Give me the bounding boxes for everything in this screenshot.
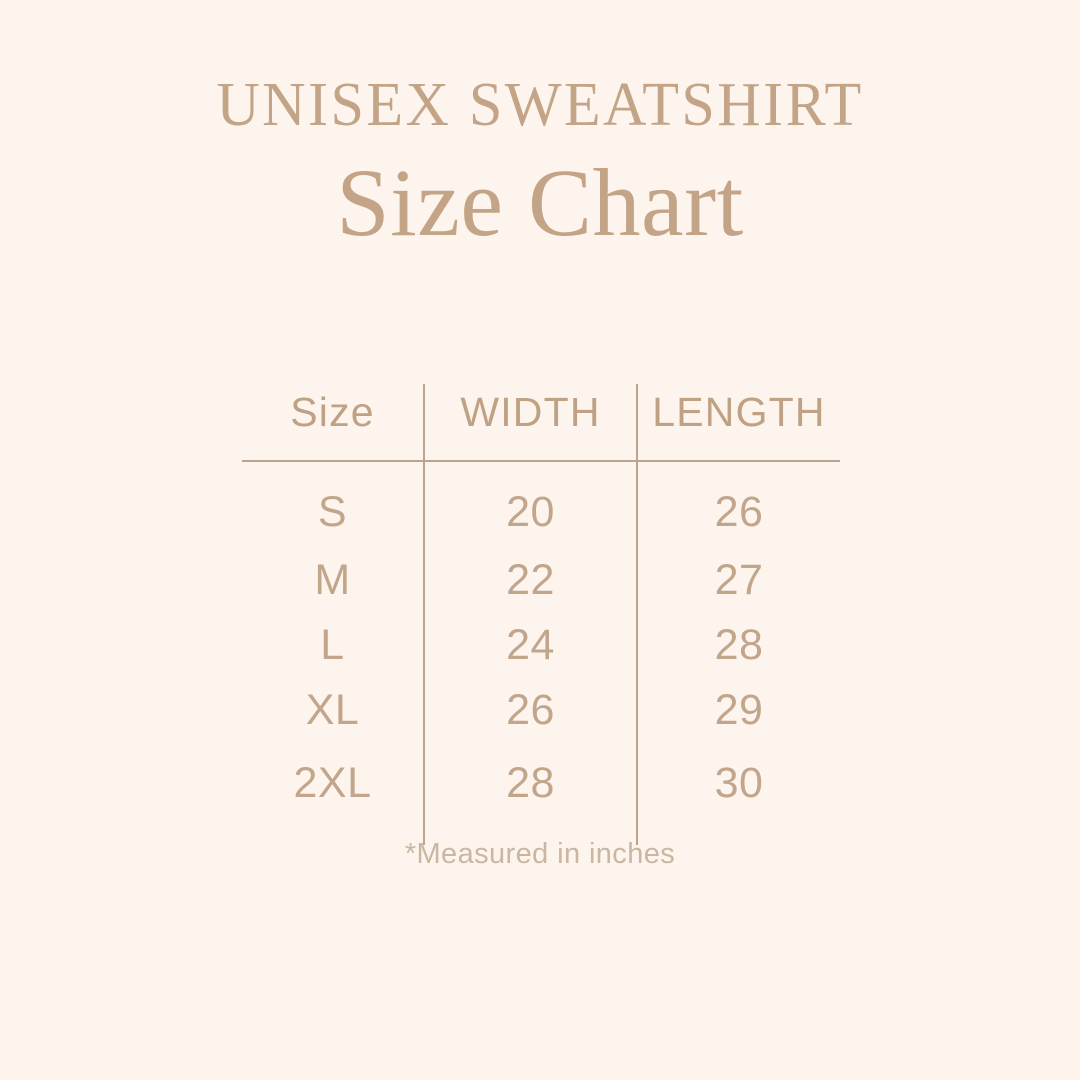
table-header: Size WIDTH LENGTH	[242, 384, 840, 462]
size-table-container: Size WIDTH LENGTH S 20 26 M 22 27 L	[242, 384, 840, 845]
table-header-row: Size WIDTH LENGTH	[242, 384, 840, 462]
page-title: Size Chart	[336, 149, 744, 257]
cell-length: 27	[636, 548, 840, 613]
measurement-note: *Measured in inches	[404, 838, 676, 870]
table-row: XL 26 29	[242, 678, 840, 743]
cell-width: 22	[423, 548, 637, 613]
cell-width: 20	[423, 461, 637, 548]
table-body: S 20 26 M 22 27 L 24 28 XL 26 29	[242, 461, 840, 845]
cell-size: L	[320, 621, 345, 669]
cell-length: 28	[636, 613, 840, 678]
column-header-size: Size	[242, 384, 424, 462]
cell-size: S	[317, 487, 348, 536]
table-row: S 20 26	[242, 461, 840, 548]
table-row: 2XL 28 30	[242, 743, 840, 845]
cell-size: 2XL	[293, 758, 372, 807]
column-header-width: WIDTH	[423, 384, 637, 462]
cell-length: 26	[636, 461, 840, 548]
product-title: UNISEX SWEATSHIRT	[216, 71, 864, 139]
cell-width: 26	[423, 678, 637, 743]
column-header-length: LENGTH	[636, 384, 840, 462]
cell-size: XL	[305, 686, 360, 734]
size-table: Size WIDTH LENGTH S 20 26 M 22 27 L	[242, 384, 840, 845]
heading-block: UNISEX SWEATSHIRT Size Chart	[0, 71, 1080, 257]
cell-length: 30	[636, 743, 840, 845]
cell-size: M	[314, 556, 351, 604]
cell-width: 24	[423, 613, 637, 678]
table-row: L 24 28	[242, 613, 840, 678]
cell-length: 29	[636, 678, 840, 743]
table-row: M 22 27	[242, 548, 840, 613]
cell-width: 28	[423, 743, 637, 845]
